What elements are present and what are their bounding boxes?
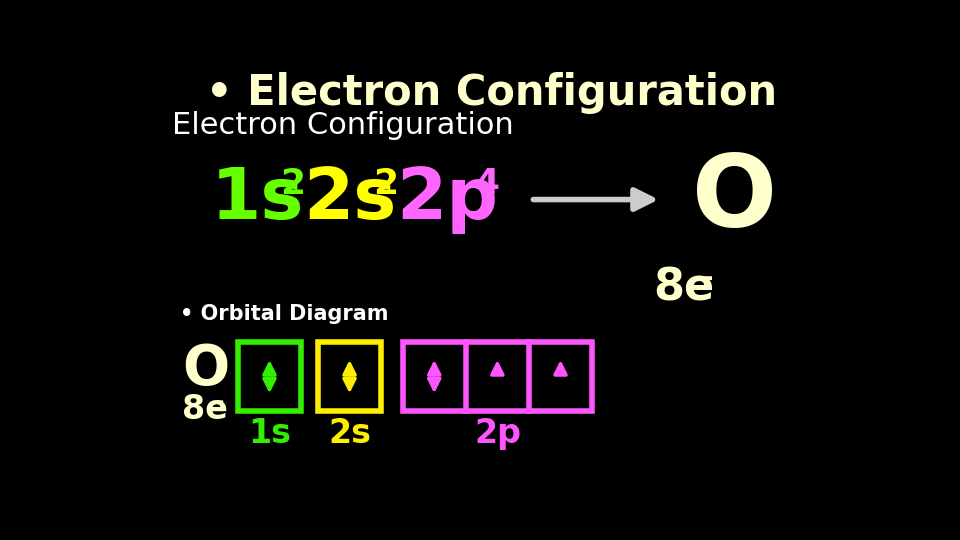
Bar — [318, 342, 381, 411]
Text: 4: 4 — [474, 167, 499, 201]
Text: 2p: 2p — [474, 417, 521, 450]
Bar — [238, 342, 301, 411]
Text: 2: 2 — [372, 167, 397, 201]
Text: • Electron Configuration: • Electron Configuration — [206, 72, 778, 114]
Text: 2s: 2s — [303, 165, 396, 234]
Text: 2: 2 — [280, 167, 305, 201]
Text: -: - — [215, 392, 225, 412]
Text: O: O — [692, 151, 778, 248]
Text: 2p: 2p — [396, 165, 497, 234]
Text: 8e: 8e — [182, 393, 228, 426]
Text: Electron Configuration: Electron Configuration — [173, 111, 515, 140]
Text: O: O — [182, 342, 229, 396]
Text: -: - — [700, 265, 712, 293]
Text: 1s: 1s — [211, 165, 304, 234]
Text: • Orbital Diagram: • Orbital Diagram — [180, 303, 389, 323]
Text: 8e: 8e — [654, 267, 715, 309]
Text: 2s: 2s — [328, 417, 372, 450]
Bar — [402, 342, 592, 411]
Text: 1s: 1s — [248, 417, 291, 450]
